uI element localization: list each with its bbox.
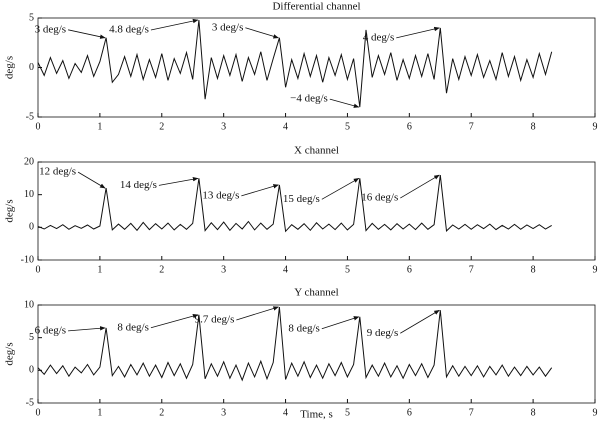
x-tick-label: 1 <box>97 407 102 418</box>
annotation-label: 8 deg/s <box>117 321 148 333</box>
x-tick-label: 7 <box>469 121 474 132</box>
y-axis-label: deg/s <box>4 342 16 365</box>
annotation-arrow <box>400 174 440 199</box>
annotation-label: 8 deg/s <box>288 322 319 334</box>
annotation-arrow <box>150 18 199 31</box>
x-tick-label: 5 <box>345 121 350 132</box>
annotation-label: 3 deg/s <box>212 21 243 33</box>
x-tick-label: 9 <box>593 407 598 418</box>
annotation-arrow <box>68 326 106 332</box>
x-tick-label: 1 <box>97 121 102 132</box>
x-tick-label: 2 <box>159 264 164 275</box>
annotation-label: 14 deg/s <box>120 179 157 191</box>
panel-title: Y channel <box>294 287 339 299</box>
x-tick-label: 6 <box>407 264 412 275</box>
plot-frame <box>37 161 596 261</box>
y-tick-label: 0 <box>29 222 34 233</box>
x-tick-label: 6 <box>407 407 412 418</box>
annotation-arrow <box>400 309 440 334</box>
x-tick-label: 0 <box>36 121 41 132</box>
y-tick-label: 10 <box>24 189 34 200</box>
x-tick-label: 4 <box>283 121 288 132</box>
x-tick-label: 2 <box>159 121 164 132</box>
x-tick-label: 6 <box>407 121 412 132</box>
y-tick-label: 10 <box>24 299 34 310</box>
y-axis-label: deg/s <box>4 56 16 79</box>
annotation-label: 9 deg/s <box>367 327 398 339</box>
y-tick-label: 20 <box>24 156 34 167</box>
x-tick-label: 2 <box>159 407 164 418</box>
y-tick-label: 0 <box>29 365 34 376</box>
x-tick-label: 5 <box>345 264 350 275</box>
x-tick-label: 3 <box>221 121 226 132</box>
annotation-label: −4 deg/s <box>290 93 328 105</box>
plot-frame <box>37 304 596 404</box>
annotation-label: 15 deg/s <box>283 193 320 205</box>
x-tick-label: 4 <box>283 264 288 275</box>
annotation-arrow <box>150 313 199 329</box>
annotation-label: 16 deg/s <box>361 192 398 204</box>
annotation-arrow <box>321 177 360 200</box>
y-tick-label: 0 <box>29 62 34 73</box>
y-tick-label: -10 <box>21 254 34 265</box>
annotation-arrow <box>158 177 199 186</box>
x-tick-label: 3 <box>221 407 226 418</box>
signal-line <box>37 19 553 108</box>
annotation-arrow <box>396 26 440 39</box>
y-tick-label: 5 <box>29 332 34 343</box>
signal-line <box>37 175 552 233</box>
annotation-label: 4 deg/s <box>363 31 394 43</box>
panel-title: X channel <box>294 145 339 157</box>
x-tick-label: 1 <box>97 264 102 275</box>
annotation-arrow <box>236 306 279 321</box>
x-tick-label: 9 <box>593 264 598 275</box>
annotation-arrow <box>77 171 106 189</box>
y-tick-label: 5 <box>29 12 34 23</box>
y-tick-label: -5 <box>26 397 34 408</box>
x-tick-label: 3 <box>221 264 226 275</box>
x-tick-label: 8 <box>531 121 536 132</box>
x-tick-label: 8 <box>531 407 536 418</box>
annotation-arrow <box>321 316 360 330</box>
x-axis-label: Time, s <box>300 409 333 421</box>
x-tick-label: 9 <box>593 121 598 132</box>
annotation-label: 6 deg/s <box>35 324 66 336</box>
annotation-arrow <box>241 184 279 197</box>
annotation-label: 12 deg/s <box>39 166 76 178</box>
annotation-label: 13 deg/s <box>202 189 239 201</box>
x-tick-label: 0 <box>36 264 41 275</box>
y-tick-label: -5 <box>26 111 34 122</box>
signal-line <box>37 306 553 382</box>
annotation-arrow <box>245 27 279 39</box>
x-tick-label: 5 <box>345 407 350 418</box>
annotation-label: 4.8 deg/s <box>109 24 149 36</box>
x-tick-label: 4 <box>283 407 288 418</box>
annotation-label: 3 deg/s <box>35 23 66 35</box>
annotation-arrow <box>329 98 360 108</box>
x-tick-label: 7 <box>469 264 474 275</box>
panel-title: Differential channel <box>272 1 360 13</box>
x-tick-label: 7 <box>469 407 474 418</box>
x-tick-label: 8 <box>531 264 536 275</box>
y-axis-label: deg/s <box>4 199 16 222</box>
x-tick-label: 0 <box>36 407 41 418</box>
annotation-label: 9.7 deg/s <box>195 313 235 325</box>
annotation-arrow <box>67 29 106 39</box>
